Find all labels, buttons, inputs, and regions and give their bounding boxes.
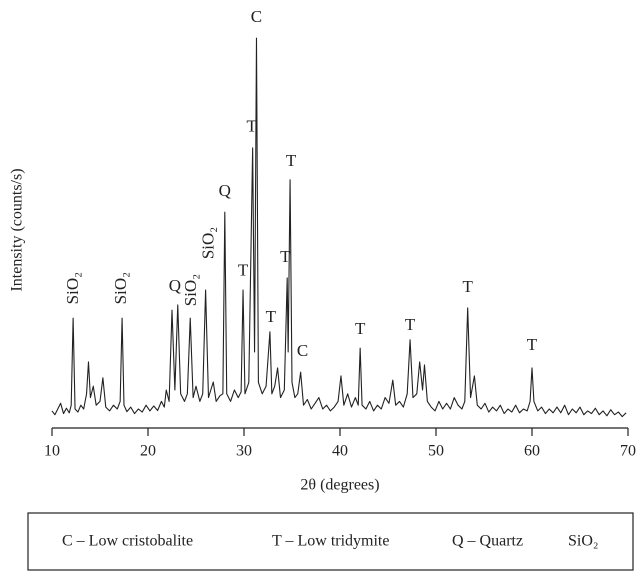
peak-label: T [246, 117, 257, 136]
y-axis-label: Intensity (counts/s) [9, 168, 26, 291]
pattern-line [51, 37, 627, 418]
x-tick-label: 70 [620, 443, 636, 460]
peak-label: T [462, 277, 473, 296]
peak-label: T [405, 315, 416, 334]
key-item: Q – Quartz [452, 533, 523, 550]
peak-label: T [355, 319, 366, 338]
peak-label: Q [219, 181, 231, 200]
peak-label: SiO₂ [111, 272, 130, 304]
peak-label: T [527, 335, 538, 354]
key-item: C – Low cristobalite [62, 533, 193, 550]
peak-label: T [266, 307, 277, 326]
peak-label: T [286, 151, 297, 170]
peak-label: C [297, 341, 308, 360]
peak-label: C [251, 7, 262, 26]
peak-label: SiO₂ [181, 274, 200, 306]
key-box [27, 512, 634, 571]
peak-label: T [280, 247, 291, 266]
x-tick-label: 30 [236, 443, 252, 460]
x-tick-label: 60 [524, 443, 540, 460]
peak-label: Q [169, 276, 181, 295]
x-tick-label: 10 [44, 443, 60, 460]
peak-label: T [238, 261, 249, 280]
key-item: T – Low tridymite [272, 533, 389, 550]
peak-label: SiO₂ [63, 272, 82, 304]
x-tick-label: 50 [428, 443, 444, 460]
peak-label: SiO₂ [198, 227, 217, 259]
x-tick-label: 20 [140, 443, 156, 460]
x-tick-label: 40 [332, 443, 348, 460]
key-item: SiO₂ [568, 533, 598, 550]
x-axis-label: 2θ (degrees) [300, 477, 379, 494]
